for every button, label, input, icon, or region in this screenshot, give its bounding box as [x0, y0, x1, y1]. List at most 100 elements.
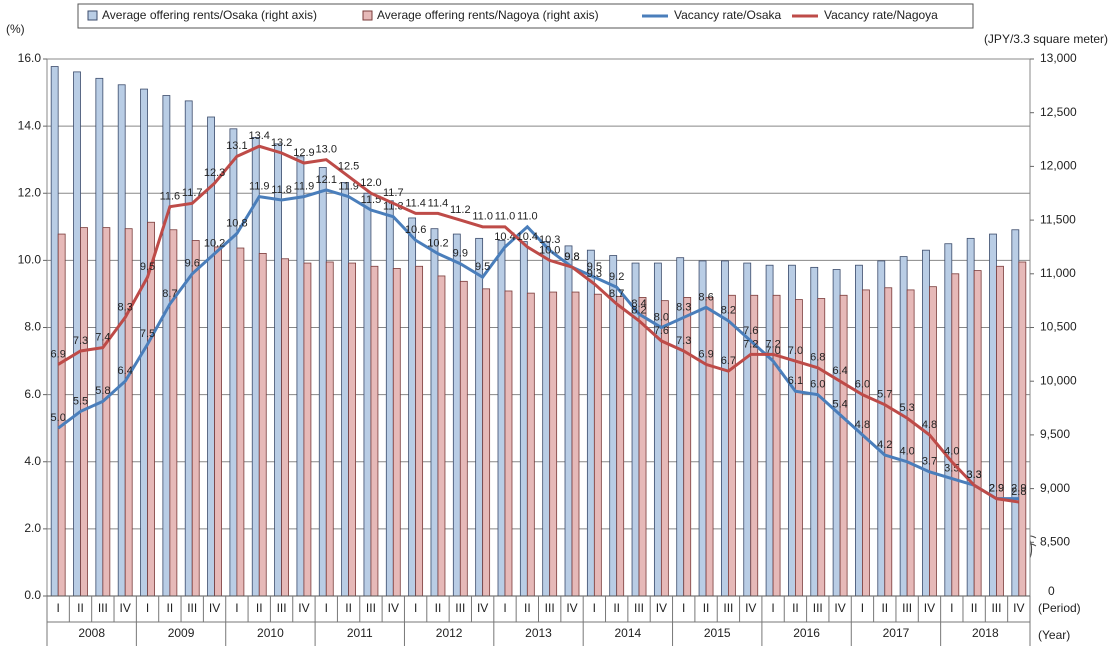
x-tick-label: II	[256, 601, 263, 615]
data-label: 7.6	[654, 325, 669, 337]
x-tick-label: IV	[745, 601, 756, 615]
year-label: 2015	[704, 626, 731, 640]
data-label: 8.0	[654, 311, 669, 323]
data-label: 3.3	[966, 469, 981, 481]
bar	[430, 228, 439, 597]
line	[57, 188, 1019, 501]
bar	[765, 264, 774, 597]
data-label: 10.2	[427, 238, 448, 250]
bar	[996, 265, 1004, 597]
data-label: 11.9	[294, 181, 315, 193]
data-label: 10.4	[517, 231, 538, 243]
x-tick-label: I	[503, 601, 506, 615]
bar	[944, 243, 953, 597]
y-tick-label: 6.0	[24, 387, 41, 401]
bar	[102, 227, 111, 597]
bar	[951, 273, 960, 597]
bar	[564, 245, 573, 597]
x-tick-label: IV	[924, 601, 935, 615]
data-label: 4.0	[944, 446, 959, 458]
data-label: 13.0	[316, 144, 337, 156]
data-label: 12.5	[338, 160, 359, 172]
y2-tick-label: 11,500	[1040, 212, 1076, 226]
x-tick-label: I	[56, 601, 59, 615]
x-tick-label: I	[682, 601, 685, 615]
x-tick-label: II	[435, 601, 442, 615]
x-tick-label: II	[971, 601, 978, 615]
data-label: 5.5	[73, 395, 88, 407]
bar	[810, 266, 819, 597]
legend-swatch	[362, 10, 373, 21]
data-label: 7.2	[743, 338, 758, 350]
y-tick-label: 0.0	[24, 588, 41, 602]
bar	[363, 192, 372, 597]
data-label: 12.0	[360, 177, 381, 189]
y-tick-label: 8.0	[24, 320, 41, 334]
bar	[877, 260, 886, 597]
x-tick-label: III	[991, 601, 1001, 615]
legend-swatch	[87, 10, 98, 21]
data-label: 3.3	[966, 469, 981, 481]
data-label: 7.3	[73, 335, 88, 347]
legend-label: Vacancy rate/Nagoya	[824, 8, 938, 22]
data-label: 12.1	[316, 174, 337, 186]
year-label: 2017	[883, 626, 910, 640]
x-tick-label: IV	[209, 601, 220, 615]
y2-break-label: 0	[1048, 584, 1055, 598]
bar	[408, 217, 417, 597]
x-tick-label: IV	[1013, 601, 1024, 615]
data-label: 11.6	[160, 191, 181, 203]
data-label: 10.2	[204, 238, 225, 250]
bar	[281, 258, 289, 597]
data-label: 11.7	[182, 187, 203, 199]
bar	[140, 88, 148, 597]
bar	[616, 295, 625, 597]
y-tick-label: 2.0	[24, 521, 41, 535]
x-tick-label: II	[703, 601, 710, 615]
data-label: 5.8	[95, 385, 110, 397]
y2-tick-label: 13,000	[1040, 51, 1077, 65]
data-label: 6.1	[788, 375, 803, 387]
x-tick-label: I	[861, 601, 864, 615]
y-tick-label: 16.0	[18, 51, 42, 65]
bar	[609, 255, 618, 597]
y-tick-label: 4.0	[24, 454, 41, 468]
legend-box	[77, 3, 974, 29]
bar	[727, 294, 736, 597]
y2-tick-label: 10,500	[1040, 320, 1077, 334]
y2-tick-label: 8,500	[1040, 534, 1070, 548]
bar	[325, 261, 334, 597]
bar	[482, 288, 491, 597]
data-label: 8.4	[631, 298, 646, 310]
data-label: 9.5	[475, 261, 490, 273]
x-tick-label: III	[634, 601, 644, 615]
data-label: 8.7	[162, 288, 177, 300]
data-label: 6.8	[810, 352, 825, 364]
x-tick-label: I	[146, 601, 149, 615]
y2-tick-label: 9,000	[1040, 481, 1070, 495]
data-label: 8.6	[698, 291, 713, 303]
data-label: 9.5	[140, 261, 155, 273]
bar	[392, 268, 401, 597]
data-label: 7.6	[743, 325, 758, 337]
x-tick-label: I	[325, 601, 328, 615]
year-label: 2013	[525, 626, 552, 640]
bar	[459, 280, 468, 597]
x-tick-label: I	[593, 601, 596, 615]
data-label: 5.3	[899, 402, 914, 414]
data-label: 4.2	[877, 439, 892, 451]
data-label: 10.4	[494, 231, 515, 243]
data-label: 10.0	[539, 244, 560, 256]
bar	[184, 100, 193, 597]
bar	[549, 291, 558, 597]
data-label: 11.7	[383, 187, 404, 199]
bar	[526, 292, 535, 597]
data-label: 10.6	[405, 224, 426, 236]
bar	[348, 262, 357, 597]
bar	[162, 95, 171, 597]
x-tick-label: II	[77, 601, 84, 615]
bar	[542, 241, 551, 597]
bar	[906, 289, 915, 597]
data-label: 7.2	[765, 338, 780, 350]
year-label: 2018	[972, 626, 999, 640]
